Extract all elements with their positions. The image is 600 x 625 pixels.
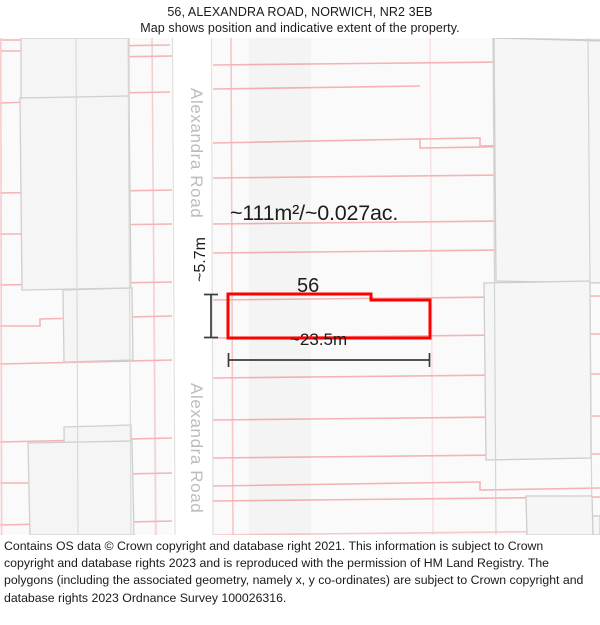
road-label-alexandra-road-top: Alexandra Road bbox=[187, 88, 206, 219]
left-buildings bbox=[19, 38, 135, 535]
lower-right-building bbox=[525, 495, 594, 535]
map-footer: Contains OS data © Crown copyright and d… bbox=[0, 535, 600, 625]
plot-area-label: ~111m²/~0.027ac. bbox=[230, 201, 399, 225]
copyright-notice: Contains OS data © Crown copyright and d… bbox=[4, 539, 584, 605]
map-header: 56, ALEXANDRA ROAD, NORWICH, NR2 3EB Map… bbox=[0, 0, 600, 38]
width-dimension-line bbox=[227, 353, 431, 367]
right-building-dividers bbox=[492, 38, 593, 535]
property-plot-outline[interactable] bbox=[226, 292, 432, 340]
road-label-alexandra-road-bottom: Alexandra Road bbox=[187, 383, 206, 514]
plot-number-label: 56 bbox=[297, 275, 320, 297]
plot-height-label: ~5.7m bbox=[192, 237, 209, 282]
right-buildings bbox=[483, 38, 600, 535]
left-building-dividers bbox=[75, 38, 132, 535]
page-title: 56, ALEXANDRA ROAD, NORWICH, NR2 3EB bbox=[167, 5, 433, 19]
alexandra-road-corridor bbox=[151, 38, 214, 535]
page-subtitle: Map shows position and indicative extent… bbox=[140, 21, 460, 35]
map-canvas[interactable]: Alexandra Road Alexandra Road ~111m²/~0.… bbox=[0, 38, 600, 535]
height-dimension-line bbox=[204, 293, 218, 339]
map-vector-layer bbox=[0, 38, 600, 535]
plot-width-label: ~23.5m bbox=[290, 330, 348, 349]
left-parcel-vertical bbox=[151, 38, 157, 535]
